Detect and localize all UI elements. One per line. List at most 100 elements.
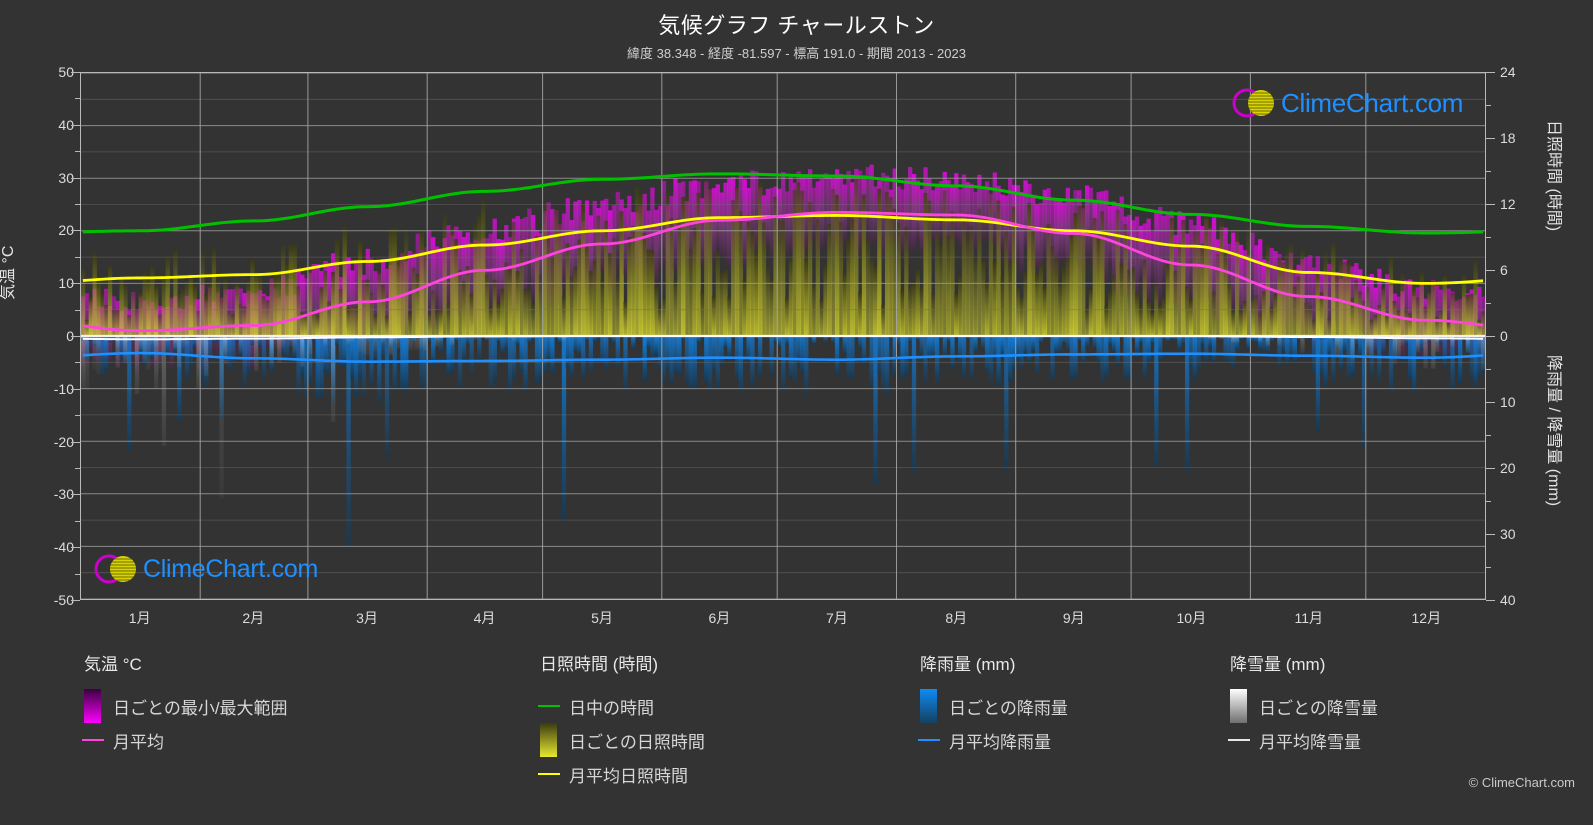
x-tick-8: 9月 bbox=[1062, 610, 1085, 626]
page-title: 気候グラフ チャールストン bbox=[658, 13, 935, 38]
y-tickmark-left-10 bbox=[71, 600, 80, 601]
y-tick-left-2: 30 bbox=[58, 169, 74, 186]
swatch-line-monthly-rainfall bbox=[917, 739, 940, 741]
y-tick-right-bottom-1: 10 bbox=[1500, 394, 1516, 410]
y-tickmark-left-3 bbox=[71, 230, 80, 232]
x-tick-11: 12月 bbox=[1411, 610, 1442, 626]
legend-label-monthly-sunshine: 月平均日照時間 bbox=[569, 766, 688, 786]
y-tick-left-3: 20 bbox=[58, 222, 74, 239]
plot-canvas bbox=[81, 73, 1485, 599]
y-tickmark-right-top-minor bbox=[1486, 171, 1491, 172]
legend-item-daylight[interactable]: 日中の時間 bbox=[537, 689, 705, 723]
legend-label-daily-sunshine: 日ごとの日照時間 bbox=[569, 732, 705, 752]
x-tick-10: 11月 bbox=[1294, 610, 1324, 626]
y-tickmark-right-top-minor bbox=[1486, 237, 1491, 238]
y-tickmark-right-bottom-1 bbox=[1486, 402, 1495, 403]
y-tickmark-right-bottom-minor bbox=[1486, 501, 1491, 502]
legend-sunshine: 日照時間 (時間) 日中の時間 日ごとの日照時間 月平均日照時間 bbox=[537, 650, 705, 791]
y-tickmark-right-top-minor bbox=[1486, 105, 1491, 106]
legend-item-daily-minmax[interactable]: 日ごとの最小/最大範囲 bbox=[84, 689, 288, 723]
swatch-daily-snowfall bbox=[1230, 689, 1247, 723]
page-subtitle: 緯度 38.348 - 経度 -81.597 - 標高 191.0 - 期間 2… bbox=[627, 46, 966, 61]
y-tickmark-right-bottom-2 bbox=[1486, 468, 1495, 469]
legend-head-temperature: 気温 °C bbox=[84, 655, 142, 674]
y-tick-right-top-2: 12 bbox=[1500, 196, 1516, 212]
y-tick-left-8: -30 bbox=[53, 486, 74, 503]
y-tickmark-right-bottom-3 bbox=[1486, 534, 1495, 535]
y-tickmark-right-top-2 bbox=[1486, 204, 1495, 205]
y-tickmark-left-minor bbox=[75, 468, 80, 469]
y-tickmark-left-minor bbox=[75, 415, 80, 417]
y-tickmark-right-bottom-minor bbox=[1486, 567, 1491, 568]
y-tickmark-left-0 bbox=[71, 72, 80, 73]
curve-monthly-snowfall bbox=[82, 335, 1484, 341]
x-tick-2: 3月 bbox=[356, 610, 378, 626]
legend-item-daily-sunshine[interactable]: 日ごとの日照時間 bbox=[540, 723, 705, 757]
y-tick-right-top-4: 0 bbox=[1500, 328, 1508, 344]
x-tick-4: 5月 bbox=[591, 610, 613, 626]
legend-label-monthly-rainfall: 月平均降雨量 bbox=[949, 732, 1051, 752]
legend-snowfall: 降雪量 (mm) 日ごとの降雪量 月平均降雪量 bbox=[1227, 650, 1378, 757]
legend-label-monthly-snowfall: 月平均降雪量 bbox=[1259, 732, 1361, 752]
y-tickmark-left-minor bbox=[75, 520, 80, 522]
legend-temperature: 気温 °C 日ごとの最小/最大範囲 月平均 bbox=[81, 650, 288, 757]
x-tick-3: 4月 bbox=[473, 610, 496, 626]
y-tick-left-5: 0 bbox=[14, 328, 74, 344]
y-tickmark-left-7 bbox=[71, 441, 80, 443]
y-tickmark-left-8 bbox=[71, 494, 80, 496]
legend-item-monthly-snowfall[interactable]: 月平均降雪量 bbox=[1227, 723, 1378, 757]
x-tick-1: 2月 bbox=[242, 610, 265, 626]
y-tickmark-left-9 bbox=[71, 547, 80, 549]
y-tick-right-top-0: 24 bbox=[1500, 64, 1516, 80]
y-tickmark-left-minor bbox=[75, 256, 80, 258]
y-tickmark-right-bottom-minor bbox=[1486, 435, 1491, 436]
swatch-line-monthly-mean-temp bbox=[81, 739, 104, 741]
y-tickmark-left-1 bbox=[71, 124, 80, 126]
y-tick-right-bottom-2: 20 bbox=[1500, 460, 1516, 476]
legend-item-monthly-mean-temp[interactable]: 月平均 bbox=[81, 723, 288, 757]
y-tickmark-left-minor bbox=[75, 151, 80, 153]
y-tickmark-left-6 bbox=[71, 388, 80, 390]
legend-item-monthly-rainfall[interactable]: 月平均降雨量 bbox=[917, 723, 1068, 757]
y-tickmark-left-minor bbox=[75, 362, 80, 364]
swatch-temperature-range bbox=[84, 689, 101, 723]
copyright-text: © ClimeChart.com bbox=[1468, 775, 1575, 790]
curve-monthly-mean-temperature bbox=[82, 210, 1484, 333]
x-tick-6: 7月 bbox=[825, 610, 848, 626]
y-tickmark-left-4 bbox=[71, 283, 80, 285]
legend-label-daily-snowfall: 日ごとの降雪量 bbox=[1259, 698, 1378, 718]
y-tick-right-bottom-3: 30 bbox=[1500, 526, 1516, 542]
legend-item-monthly-sunshine[interactable]: 月平均日照時間 bbox=[537, 757, 705, 791]
y-tickmark-left-2 bbox=[71, 177, 80, 179]
y-tickmark-right-top-0 bbox=[1486, 72, 1495, 73]
y-tick-left-6: -10 bbox=[53, 380, 74, 397]
legend-label-daylight: 日中の時間 bbox=[569, 698, 654, 718]
swatch-daily-rainfall bbox=[920, 689, 937, 723]
y-tickmark-right-top-1 bbox=[1486, 138, 1495, 139]
y-tickmark-left-5 bbox=[71, 336, 80, 337]
y-tick-left-4: 10 bbox=[58, 275, 74, 292]
legend-item-daily-snowfall[interactable]: 日ごとの降雪量 bbox=[1230, 689, 1378, 723]
y-tick-right-top-3: 6 bbox=[1500, 262, 1508, 278]
swatch-wrap-monthly-mean-temp bbox=[81, 739, 104, 741]
swatch-wrap-monthly-snowfall bbox=[1227, 739, 1250, 741]
y-tickmark-left-minor bbox=[75, 573, 80, 575]
y-tickmark-left-minor bbox=[75, 98, 80, 100]
plot-series-group bbox=[81, 73, 1485, 599]
y-tickmark-left-minor bbox=[75, 204, 80, 205]
y-tickmark-right-bottom-4 bbox=[1486, 600, 1495, 601]
swatch-wrap-daylight bbox=[537, 705, 560, 707]
legend-label-daily-rainfall: 日ごとの降雨量 bbox=[949, 698, 1068, 718]
axis-title-temperature: 気温 °C bbox=[0, 245, 17, 300]
y-tickmark-right-top-3 bbox=[1486, 270, 1495, 271]
legend-head-sunshine: 日照時間 (時間) bbox=[540, 655, 659, 674]
legend-head-rainfall: 降雨量 (mm) bbox=[920, 655, 1016, 674]
swatch-line-monthly-sunshine bbox=[537, 773, 560, 775]
legend-item-daily-rainfall[interactable]: 日ごとの降雨量 bbox=[920, 689, 1068, 723]
x-tick-0: 1月 bbox=[128, 610, 151, 626]
x-tick-9: 10月 bbox=[1176, 610, 1207, 626]
legend-head-snowfall: 降雪量 (mm) bbox=[1230, 655, 1326, 674]
swatch-line-daylight bbox=[537, 705, 560, 707]
y-tickmark-right-top-4 bbox=[1486, 336, 1495, 337]
